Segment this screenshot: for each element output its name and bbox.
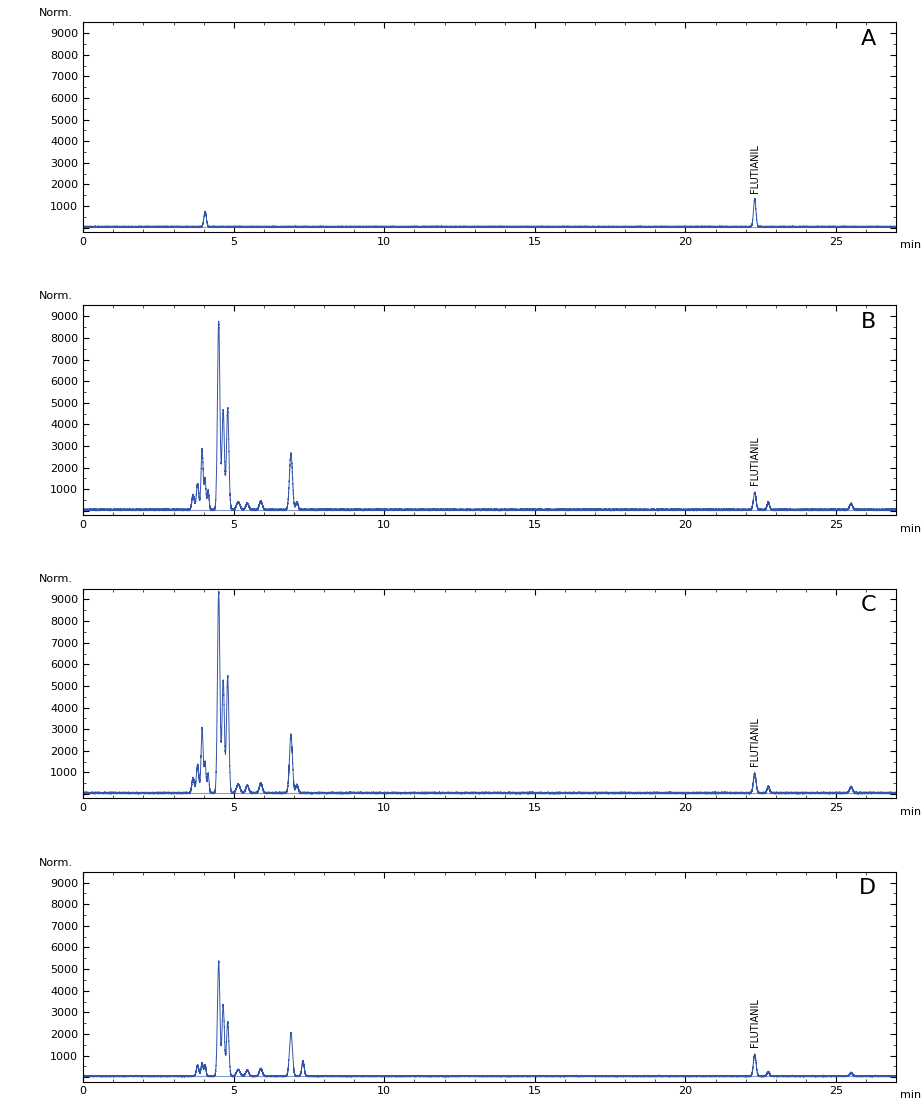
Text: A: A [860,29,876,49]
Text: FLUTIANIL: FLUTIANIL [749,436,760,485]
Text: B: B [860,312,876,332]
Text: C: C [860,595,876,615]
Text: FLUTIANIL: FLUTIANIL [749,717,760,766]
Text: min: min [900,241,921,251]
Text: min: min [900,807,921,817]
Text: FLUTIANIL: FLUTIANIL [749,998,760,1047]
Text: Norm.: Norm. [39,857,72,867]
Text: D: D [858,879,876,898]
Text: Norm.: Norm. [39,574,72,584]
Text: min: min [900,1090,921,1099]
Text: Norm.: Norm. [39,291,72,301]
Text: min: min [900,524,921,534]
Text: FLUTIANIL: FLUTIANIL [749,144,760,193]
Text: Norm.: Norm. [39,8,72,18]
